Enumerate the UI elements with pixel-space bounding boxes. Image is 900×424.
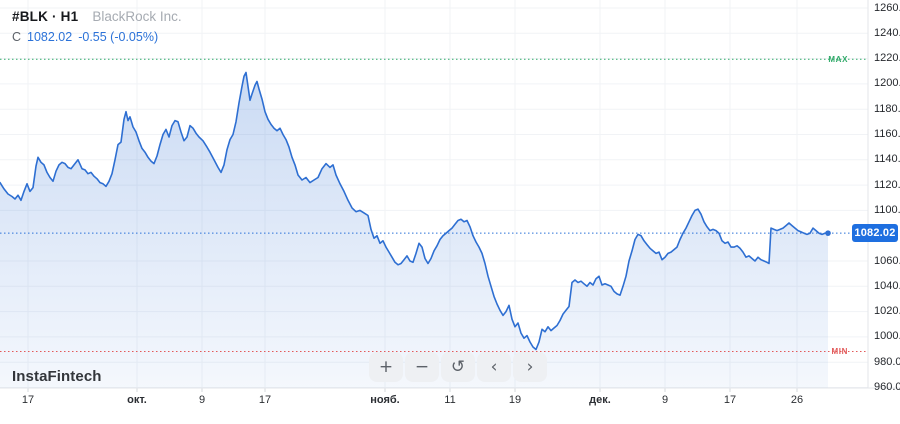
price-tick-label: 1200.00 xyxy=(874,77,900,90)
zoom-in-button[interactable]: + xyxy=(369,352,403,382)
price-tick-label: 1160.00 xyxy=(874,128,900,140)
price-tick-label: 1120.00 xyxy=(874,178,900,191)
last-price-dot xyxy=(825,230,831,236)
price-tick-label: 1260.00 xyxy=(874,1,900,14)
date-tick-label: 17 xyxy=(258,394,272,406)
date-tick-label: 9 xyxy=(661,394,669,406)
pan-right-button[interactable]: › xyxy=(513,352,547,382)
min-price-label: MIN xyxy=(831,347,848,356)
zoom-out-icon: − xyxy=(414,357,430,377)
current-price-badge: 1082.02 xyxy=(852,224,898,242)
symbol-timeframe: #BLK · H1 xyxy=(12,9,79,24)
price-tick-label: 1240.00 xyxy=(874,26,900,39)
price-tick-label: 1060.00 xyxy=(874,254,900,267)
price-change-value: -0.55 (-0.05%) xyxy=(78,30,159,44)
reset-view-icon: ↺ xyxy=(450,357,466,377)
zoom-in-icon: + xyxy=(378,357,394,377)
price-tick-label: 1000.00 xyxy=(874,330,900,343)
price-tick-label: 1040.00 xyxy=(874,279,900,292)
price-tick-label: 1100.00 xyxy=(874,203,900,216)
date-tick-label: 19 xyxy=(508,394,522,406)
date-tick-label: 17 xyxy=(723,394,737,406)
price-tick-label: 980.00 xyxy=(874,355,900,368)
company-name: BlackRock Inc. xyxy=(92,9,182,24)
price-tick-label: 1220.00 xyxy=(874,52,900,65)
last-price-value: 1082.02 xyxy=(27,30,73,44)
price-tick-label: 960.00 xyxy=(874,381,900,393)
quote-prefix: C xyxy=(12,30,22,44)
pan-right-icon: › xyxy=(526,357,534,377)
reset-view-button[interactable]: ↺ xyxy=(441,352,475,382)
date-tick-label: нояб. xyxy=(370,394,400,406)
zoom-out-button[interactable]: − xyxy=(405,352,439,382)
date-tick-label: 26 xyxy=(790,394,804,406)
brand-watermark: InstaFintech xyxy=(12,368,102,385)
price-area xyxy=(0,72,828,388)
date-tick-label: 9 xyxy=(198,394,206,406)
date-tick-label: дек. xyxy=(589,394,611,406)
chart-toolbar: + − ↺ ‹ › xyxy=(369,352,547,382)
date-tick-label: 17 xyxy=(21,394,35,406)
price-tick-label: 1180.00 xyxy=(874,102,900,115)
instrument-header: #BLK · H1 BlackRock Inc. C 1082.02 -0.55 (-… xyxy=(12,8,182,46)
date-tick-label: окт. xyxy=(127,394,147,406)
price-tick-label: 1140.00 xyxy=(874,153,900,166)
pan-left-icon: ‹ xyxy=(490,357,498,377)
price-tick-label: 1020.00 xyxy=(874,305,900,318)
date-tick-label: 11 xyxy=(444,394,456,406)
max-price-label: MAX xyxy=(828,55,848,64)
pan-left-button[interactable]: ‹ xyxy=(477,352,511,382)
price-line xyxy=(0,71,829,351)
